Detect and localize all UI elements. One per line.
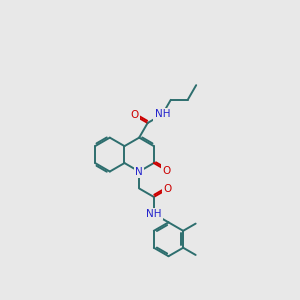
Text: NH: NH <box>146 209 162 219</box>
Text: O: O <box>163 166 171 176</box>
Text: NH: NH <box>154 110 170 119</box>
Text: N: N <box>135 167 143 176</box>
Text: O: O <box>130 110 139 120</box>
Text: O: O <box>163 184 171 194</box>
